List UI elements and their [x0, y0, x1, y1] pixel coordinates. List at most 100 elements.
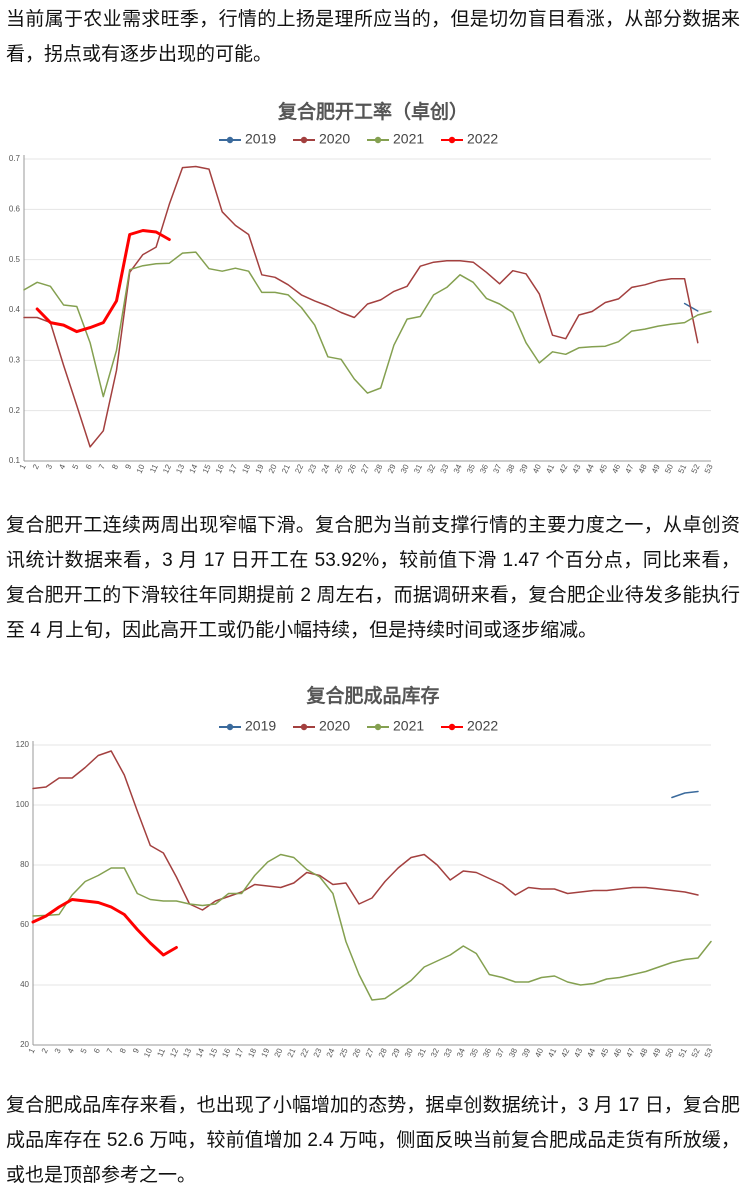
x-tick-label: 43 — [571, 462, 583, 474]
x-tick-label: 28 — [373, 462, 385, 474]
x-tick-label: 4 — [57, 462, 67, 470]
x-tick-label: 47 — [624, 462, 636, 474]
x-tick-label: 9 — [131, 1046, 141, 1054]
x-tick-label: 2 — [40, 1046, 50, 1054]
x-tick-label: 7 — [97, 462, 107, 470]
x-tick-label: 15 — [207, 1046, 219, 1058]
x-tick-label: 23 — [312, 1046, 324, 1058]
x-tick-label: 45 — [597, 462, 609, 474]
x-tick-label: 33 — [442, 1046, 454, 1058]
x-tick-label: 41 — [544, 462, 556, 474]
x-tick-label: 34 — [455, 1046, 467, 1058]
x-tick-label: 13 — [181, 1046, 193, 1058]
x-tick-label: 25 — [338, 1046, 350, 1058]
x-tick-label: 28 — [377, 1046, 389, 1058]
series-line — [35, 229, 171, 334]
x-tick-label: 10 — [142, 1046, 154, 1058]
x-tick-label: 19 — [254, 462, 266, 474]
x-tick-label: 29 — [386, 462, 398, 474]
x-tick-label: 51 — [677, 1046, 689, 1058]
x-tick-label: 19 — [259, 1046, 271, 1058]
x-tick-label: 41 — [546, 1046, 558, 1058]
x-tick-label: 47 — [625, 1046, 637, 1058]
x-tick-label: 52 — [690, 1046, 702, 1058]
x-tick-label: 15 — [201, 462, 213, 474]
y-tick-label: 80 — [20, 860, 29, 869]
x-tick-label: 32 — [425, 462, 437, 474]
x-tick-label: 30 — [399, 462, 411, 474]
x-tick-label: 40 — [533, 1046, 545, 1058]
legend-label: 2020 — [319, 131, 350, 147]
x-tick-label: 14 — [194, 1046, 206, 1058]
x-tick-label: 24 — [320, 462, 332, 474]
x-tick-label: 1 — [27, 1046, 37, 1054]
x-tick-label: 48 — [638, 1046, 650, 1058]
y-tick-label: 120 — [16, 740, 30, 749]
x-tick-label: 32 — [429, 1046, 441, 1058]
x-tick-label: 35 — [465, 462, 477, 474]
x-tick-label: 37 — [491, 462, 503, 474]
paragraph: 当前属于农业需求旺季，行情的上扬是理所应当的，但是切勿盲目看涨，从部分数据来看，… — [6, 9, 740, 65]
x-tick-label: 6 — [92, 1046, 102, 1054]
x-tick-label: 17 — [227, 462, 239, 474]
x-tick-label: 23 — [306, 462, 318, 474]
legend-label: 2020 — [319, 718, 350, 734]
x-tick-label: 40 — [531, 462, 543, 474]
x-tick-label: 18 — [246, 1046, 258, 1058]
series-line — [671, 790, 699, 799]
x-tick-label: 20 — [273, 1046, 285, 1058]
x-tick-label: 17 — [233, 1046, 245, 1058]
y-tick-label: 60 — [20, 920, 29, 929]
x-tick-label: 49 — [650, 462, 662, 474]
y-tick-label: 0.5 — [9, 255, 21, 264]
x-tick-label: 46 — [612, 1046, 624, 1058]
x-tick-label: 34 — [452, 462, 464, 474]
x-tick-label: 21 — [280, 462, 292, 474]
x-tick-label: 38 — [505, 462, 517, 474]
x-tick-label: 22 — [299, 1046, 311, 1058]
x-tick-label: 26 — [346, 462, 358, 474]
x-tick-label: 7 — [105, 1046, 115, 1054]
chart: 复合肥开工率（卓创）2019 2020 2021 20220.10.20.30.40.… — [9, 100, 715, 475]
legend-marker — [374, 136, 382, 144]
x-tick-label: 33 — [439, 462, 451, 474]
legend-label: 2021 — [393, 718, 424, 734]
x-tick-label: 38 — [507, 1046, 519, 1058]
x-tick-label: 29 — [390, 1046, 402, 1058]
y-tick-label: 0.1 — [9, 456, 21, 465]
x-tick-label: 11 — [155, 1046, 167, 1058]
x-tick-label: 35 — [468, 1046, 480, 1058]
y-tick-label: 40 — [20, 980, 29, 989]
x-tick-label: 14 — [188, 462, 200, 474]
x-tick-label: 51 — [676, 462, 688, 474]
x-tick-label: 36 — [481, 1046, 493, 1058]
x-tick-label: 12 — [161, 462, 173, 474]
legend-marker — [300, 136, 308, 144]
x-tick-label: 31 — [416, 1046, 428, 1058]
x-tick-label: 16 — [214, 462, 226, 474]
legend-label: 2019 — [245, 131, 276, 147]
x-tick-label: 44 — [584, 462, 596, 474]
legend-marker — [448, 136, 456, 144]
y-tick-label: 0.4 — [9, 305, 21, 314]
x-tick-label: 27 — [364, 1046, 376, 1058]
x-tick-label: 20 — [267, 462, 279, 474]
y-tick-label: 20 — [20, 1040, 29, 1049]
series-line — [32, 750, 699, 911]
legend-marker — [448, 723, 456, 731]
series-line — [32, 853, 712, 1001]
x-tick-label: 49 — [651, 1046, 663, 1058]
legend-label: 2022 — [467, 131, 498, 147]
x-tick-label: 5 — [79, 1046, 89, 1054]
x-tick-label: 50 — [663, 462, 675, 474]
x-tick-label: 37 — [494, 1046, 506, 1058]
legend-marker — [374, 723, 382, 731]
x-tick-label: 24 — [325, 1046, 337, 1058]
series-line — [23, 251, 712, 398]
x-tick-label: 9 — [123, 462, 133, 470]
x-tick-label: 3 — [53, 1046, 63, 1054]
x-tick-label: 11 — [148, 462, 160, 474]
x-tick-label: 2 — [31, 462, 41, 470]
x-tick-label: 10 — [135, 462, 147, 474]
